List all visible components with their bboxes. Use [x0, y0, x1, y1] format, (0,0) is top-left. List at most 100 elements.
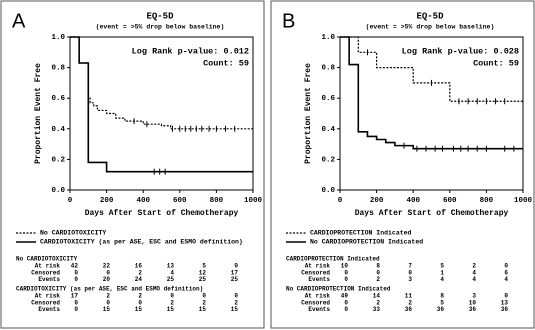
annotation: Log Rank p-value: 0.028	[402, 46, 519, 56]
legend-label: No CARDIOTOXICITY	[40, 230, 106, 237]
risk-value: 12	[199, 269, 207, 276]
annotation: Log Rank p-value: 0.012	[132, 46, 249, 56]
risk-value: 36	[469, 306, 477, 313]
risk-value: 14	[373, 293, 381, 300]
risk-value: 4	[472, 276, 476, 283]
risk-value: 0	[344, 269, 348, 276]
risk-value: 5	[202, 263, 206, 270]
risk-value: 0	[408, 269, 412, 276]
y-tick-label: 0.8	[51, 65, 65, 73]
y-tick-label: 0.4	[51, 126, 65, 134]
risk-value: 4	[440, 276, 444, 283]
survival-curve	[340, 36, 523, 102]
risk-value: 15	[231, 306, 239, 313]
risk-value: 0	[74, 269, 78, 276]
risk-value: 49	[341, 293, 349, 300]
x-tick-label: 1000	[514, 197, 533, 205]
legend-label: CARDIOTOXICITY (as per ASE, ESC and ESMO…	[40, 239, 243, 246]
risk-value: 24	[135, 276, 143, 283]
chart-title: EQ-5D	[416, 11, 444, 21]
y-tick-label: 0.6	[51, 95, 65, 103]
chart-subtitle: (event = >5% drop below baseline)	[96, 24, 225, 31]
legend-label: CARDIOPROTECTION Indicated	[310, 230, 412, 237]
panel-label: A	[12, 10, 26, 32]
risk-value: 4	[504, 276, 508, 283]
risk-value: 25	[231, 276, 239, 283]
risk-value: 2	[234, 299, 238, 306]
risk-row-label: Events	[38, 306, 60, 313]
risk-value: 3	[408, 276, 412, 283]
risk-value: 5	[440, 299, 444, 306]
x-tick-label: 400	[406, 197, 420, 205]
risk-row-label: At risk	[35, 263, 61, 270]
risk-value: 8	[376, 263, 380, 270]
risk-value: 10	[341, 263, 349, 270]
panel-border	[270, 0, 535, 329]
risk-value: 15	[135, 306, 143, 313]
y-tick-label: 0.0	[321, 187, 335, 195]
risk-row-label: Censored	[301, 299, 330, 306]
x-tick-label: 800	[480, 197, 494, 205]
risk-value: 0	[170, 293, 174, 300]
risk-value: 8	[440, 293, 444, 300]
y-tick-label: 0.8	[321, 65, 335, 73]
risk-table-title: No CARDIOPROTECTION Indicated	[286, 286, 391, 293]
panel-label: B	[282, 10, 295, 32]
risk-value: 36	[405, 306, 413, 313]
risk-value: 42	[71, 263, 79, 270]
risk-value: 17	[231, 269, 239, 276]
risk-value: 1	[440, 269, 444, 276]
risk-value: 2	[170, 299, 174, 306]
legend-label: No CARDIOPROTECTION Indicated	[310, 239, 423, 246]
risk-value: 25	[199, 276, 207, 283]
risk-row-label: Censored	[301, 269, 330, 276]
risk-value: 0	[344, 306, 348, 313]
risk-value: 16	[135, 263, 143, 270]
x-tick-label: 200	[100, 197, 114, 205]
plot-frame	[339, 36, 524, 191]
chart-subtitle: (event = >5% drop below baseline)	[366, 24, 495, 31]
risk-table-title: CARDIOTOXICITY (as per ASE, ESC and ESMO…	[16, 286, 203, 293]
risk-value: 0	[74, 276, 78, 283]
x-tick-label: 400	[136, 197, 150, 205]
risk-value: 2	[376, 276, 380, 283]
risk-row-label: Events	[308, 276, 330, 283]
risk-value: 36	[437, 306, 445, 313]
x-tick-label: 800	[210, 197, 224, 205]
x-tick-label: 0	[338, 197, 343, 205]
risk-value: 0	[344, 299, 348, 306]
x-axis-label: Days After Start of Chemotherapy	[85, 209, 239, 218]
risk-table-title: No CARDIOTOXICITY	[16, 256, 78, 263]
y-tick-label: 1.0	[51, 34, 65, 42]
risk-row-label: Events	[38, 276, 60, 283]
y-tick-label: 0.2	[321, 156, 335, 164]
annotation: Count: 59	[473, 58, 519, 68]
risk-value: 7	[408, 263, 412, 270]
y-axis-label: Proportion Event Free	[34, 63, 43, 164]
risk-value: 22	[103, 263, 111, 270]
chart-title: EQ-5D	[146, 11, 174, 21]
risk-row-label: At risk	[35, 293, 61, 300]
panel-border	[0, 0, 265, 329]
risk-value: 20	[103, 276, 111, 283]
y-tick-label: 1.0	[321, 34, 335, 42]
x-tick-label: 1000	[244, 197, 263, 205]
risk-value: 13	[167, 263, 175, 270]
x-axis-label: Days After Start of Chemotherapy	[355, 209, 509, 218]
y-tick-label: 0.2	[51, 156, 65, 164]
plot-frame	[69, 36, 254, 191]
risk-row-label: At risk	[305, 263, 331, 270]
risk-value: 0	[504, 263, 508, 270]
risk-value: 4	[170, 269, 174, 276]
risk-table-title: CARDIOPROTECTION Indicated	[286, 256, 380, 263]
risk-value: 0	[106, 269, 110, 276]
x-tick-label: 600	[173, 197, 187, 205]
risk-value: 2	[138, 269, 142, 276]
risk-value: 0	[106, 299, 110, 306]
risk-value: 2	[202, 299, 206, 306]
y-tick-label: 0.0	[51, 187, 65, 195]
risk-value: 2	[408, 299, 412, 306]
risk-value: 10	[469, 299, 477, 306]
risk-value: 2	[138, 293, 142, 300]
y-tick-label: 0.6	[321, 95, 335, 103]
